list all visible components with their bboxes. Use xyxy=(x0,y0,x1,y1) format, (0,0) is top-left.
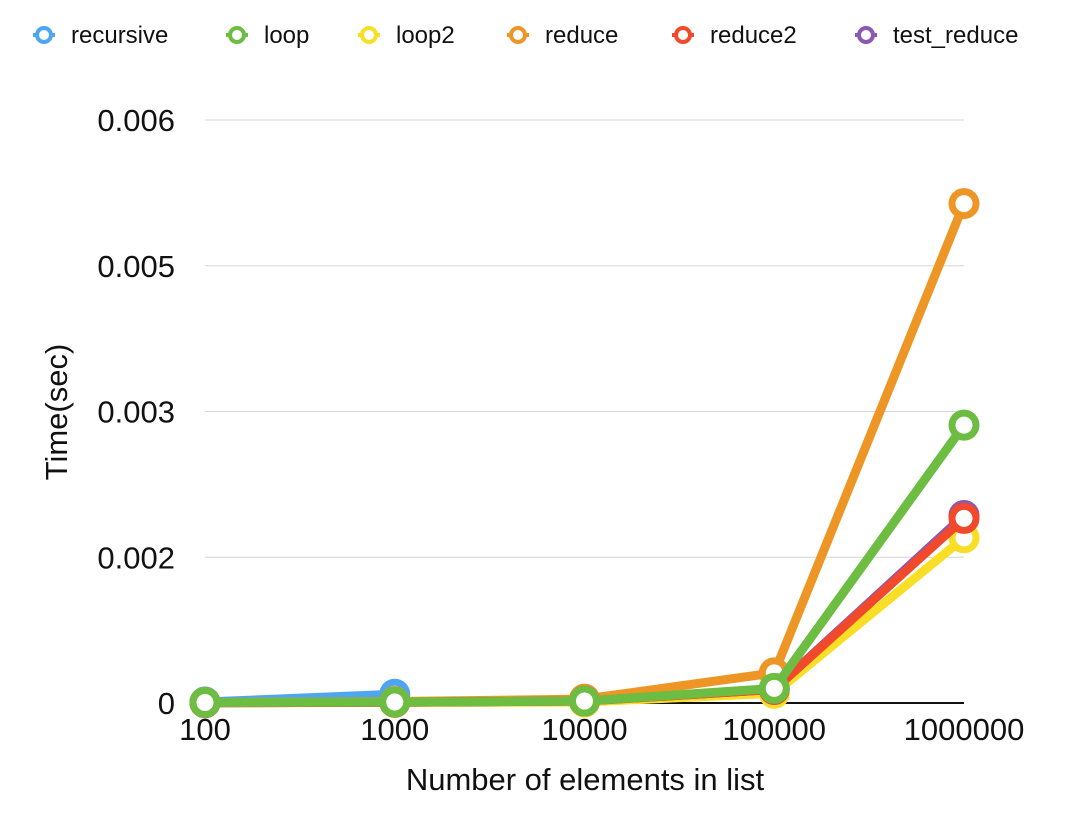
data-point xyxy=(379,686,411,718)
x-tick-label: 1000000 xyxy=(904,712,1025,747)
series-line xyxy=(200,513,969,708)
legend-item-recursive: recursive xyxy=(33,22,168,49)
y-tick-label: 0.003 xyxy=(97,395,175,430)
legend-label: test_reduce xyxy=(893,22,1018,49)
legend-item-reduce: reduce xyxy=(507,22,618,49)
y-axis-tick-labels: 0 0.002 0.003 0.005 0.006 xyxy=(97,103,175,721)
legend-marker xyxy=(360,26,378,44)
series-lines xyxy=(189,188,980,719)
legend-marker xyxy=(857,26,875,44)
data-point xyxy=(948,409,980,441)
series-line xyxy=(200,420,969,708)
legend-marker xyxy=(228,26,246,44)
x-axis-tick-labels: 100 1000 10000 100000 1000000 xyxy=(179,712,1024,747)
series-reduce2 xyxy=(189,502,980,719)
data-point xyxy=(189,687,221,719)
series-loop xyxy=(189,409,980,719)
x-axis-title: Number of elements in list xyxy=(406,762,765,797)
x-tick-label: 10000 xyxy=(541,712,627,747)
legend-item-loop: loop xyxy=(226,22,309,49)
data-point xyxy=(569,685,600,717)
y-tick-label: 0.002 xyxy=(97,540,175,575)
legend-label: loop2 xyxy=(396,22,455,49)
legend-label: recursive xyxy=(71,22,168,49)
legend-item-reduce2: reduce2 xyxy=(672,22,797,49)
data-point xyxy=(948,502,980,534)
legend-item-loop2: loop2 xyxy=(358,22,455,49)
legend-marker xyxy=(509,26,527,44)
legend-label: loop xyxy=(264,22,309,49)
data-point xyxy=(948,188,980,220)
chart-legend: recursive loop loop2 reduce reduce2 test_redu… xyxy=(33,22,1018,49)
series-reduce xyxy=(189,188,980,719)
y-tick-label: 0.005 xyxy=(97,249,175,284)
data-point xyxy=(758,672,790,704)
y-axis-title: Time(sec) xyxy=(39,344,74,481)
x-tick-label: 100000 xyxy=(723,712,826,747)
y-tick-label: 0.006 xyxy=(97,103,175,138)
legend-item-test_reduce: test_reduce xyxy=(855,22,1018,49)
legend-marker xyxy=(674,26,692,44)
legend-label: reduce xyxy=(545,22,618,49)
legend-label: reduce2 xyxy=(710,22,797,49)
legend-marker xyxy=(35,26,53,44)
y-tick-label: 0 xyxy=(158,686,175,721)
series-line xyxy=(200,510,969,708)
